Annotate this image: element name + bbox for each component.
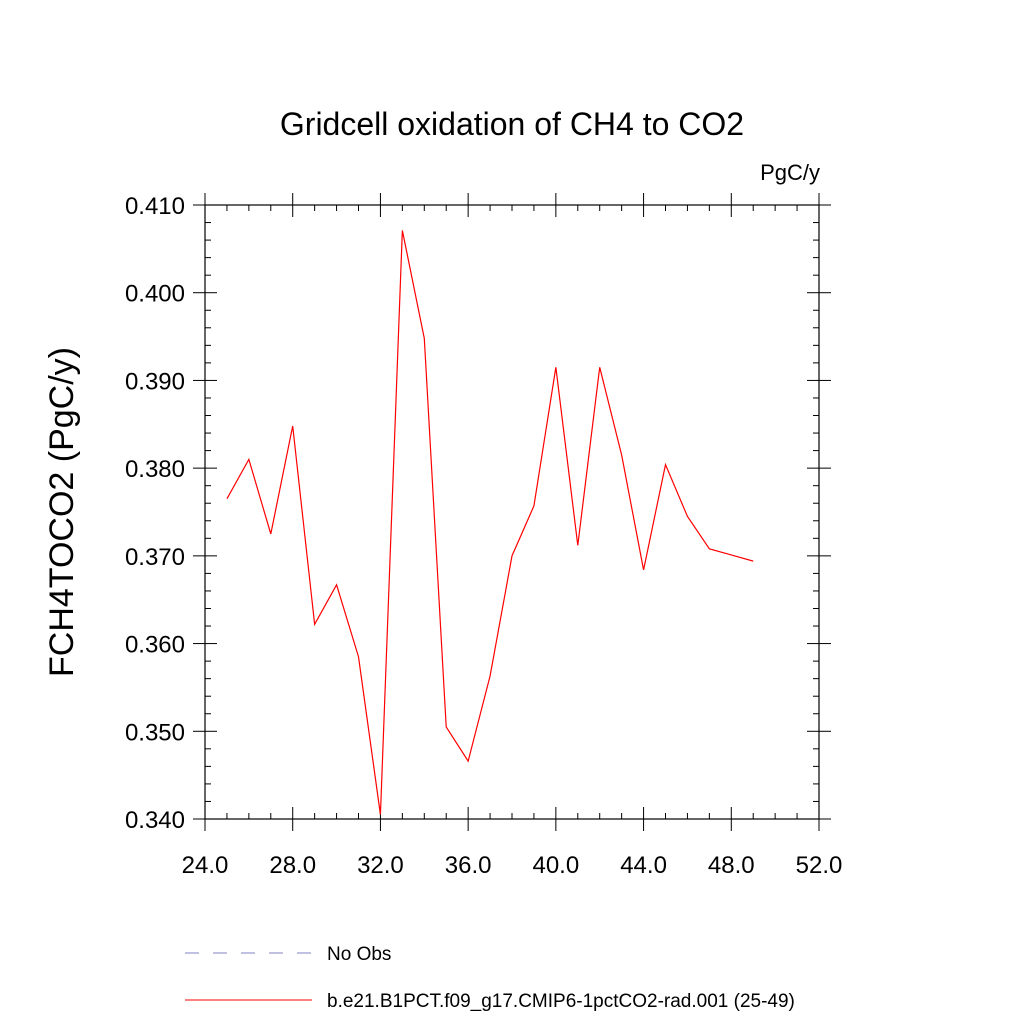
y-tick-label: 0.400 [125,281,185,308]
y-tick-label: 0.340 [125,807,185,834]
y-axis-label: FCH4TOCO2 (PgC/y) [43,347,81,677]
x-tick-label: 40.0 [532,852,579,879]
series-line [226,230,754,815]
x-tick-label: 44.0 [620,852,667,879]
y-tick-label: 0.390 [125,368,185,395]
legend-label: No Obs [327,944,391,965]
axis-ticks [193,193,831,831]
y-tick-label: 0.410 [125,193,185,220]
x-tick-label: 52.0 [796,852,843,879]
plot-frame [204,204,820,820]
x-tick-label: 48.0 [708,852,755,879]
chart-title: Gridcell oxidation of CH4 to CO2 [280,106,744,142]
x-tick-label: 28.0 [269,852,316,879]
x-tick-label: 36.0 [445,852,492,879]
units-label: PgC/y [760,160,820,185]
y-tick-label: 0.370 [125,544,185,571]
legend-label: b.e21.B1PCT.f09_g17.CMIP6-1pctCO2-rad.00… [327,991,795,1012]
y-tick-label: 0.380 [125,456,185,483]
y-tick-label: 0.360 [125,632,185,659]
axis-tick-labels: 24.0 28.0 32.0 36.0 40.0 44.0 48.0 52.0 0.340 0.3… [125,193,842,879]
x-tick-label: 32.0 [357,852,404,879]
legend: No Obs b.e21.B1PCT.f09_g17.CMIP6-1pctCO2-… [185,944,795,1012]
x-tick-label: 24.0 [182,852,229,879]
y-tick-label: 0.350 [125,719,185,746]
series-lines [226,230,754,815]
